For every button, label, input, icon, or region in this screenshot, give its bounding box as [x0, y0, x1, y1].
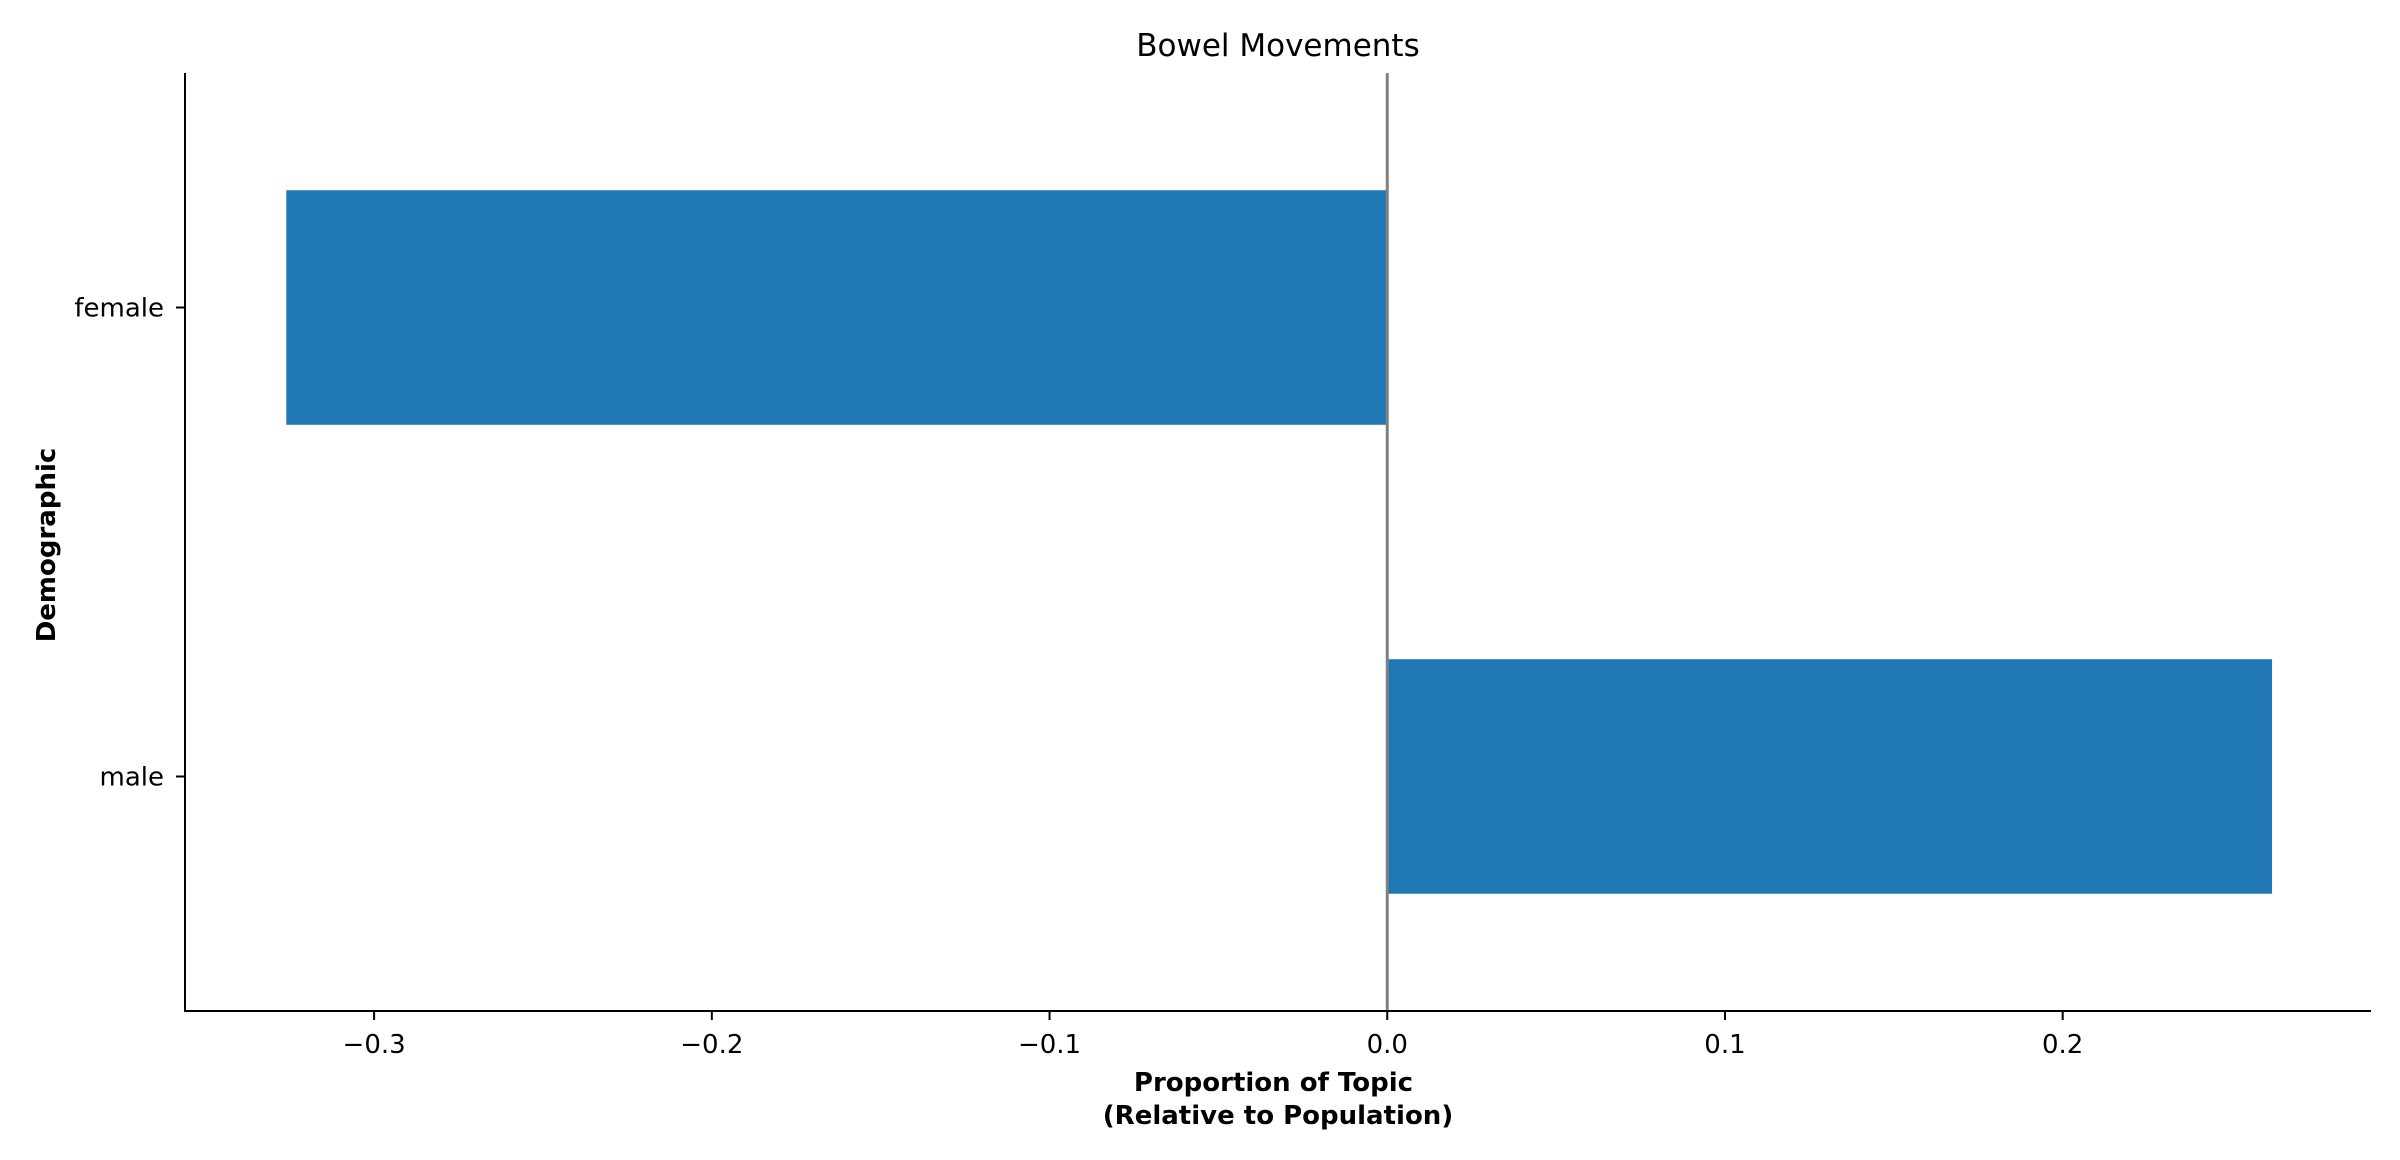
x-tick-label: −0.2	[680, 1030, 743, 1060]
bar-female	[286, 190, 1388, 425]
x-tick-label: −0.3	[343, 1030, 406, 1060]
bars-group	[286, 190, 2273, 894]
bar-male	[1387, 659, 2273, 894]
x-ticks: −0.3 −0.2 −0.1 0.0 0.1 0.2	[343, 1011, 2083, 1060]
x-tick-label: −0.1	[1018, 1030, 1081, 1060]
x-axis-label-line-1: Proportion of Topic	[1134, 1068, 1413, 1098]
x-tick-label: 0.0	[1367, 1030, 1408, 1060]
y-tick-label-female: female	[74, 294, 164, 324]
y-ticks: female male	[74, 294, 185, 793]
x-tick-label: 0.1	[1704, 1030, 1745, 1060]
y-axis-label: Demographic	[32, 448, 62, 643]
chart-title: Bowel Movements	[1136, 28, 1419, 64]
y-tick-label-male: male	[100, 763, 164, 793]
x-axis-label-line-2: (Relative to Population)	[1103, 1101, 1453, 1131]
x-axis-label: Proportion of Topic (Relative to Populat…	[1103, 1068, 1453, 1131]
x-tick-label: 0.2	[2042, 1030, 2083, 1060]
